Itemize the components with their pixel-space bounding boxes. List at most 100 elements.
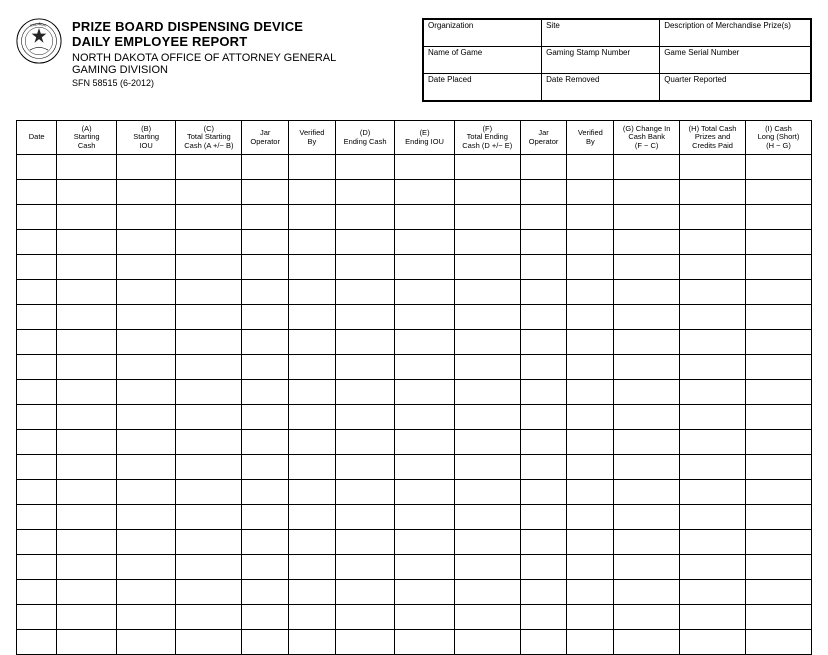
table-cell[interactable] bbox=[614, 405, 680, 430]
table-cell[interactable] bbox=[746, 530, 812, 555]
table-cell[interactable] bbox=[176, 355, 242, 380]
table-cell[interactable] bbox=[567, 530, 614, 555]
table-cell[interactable] bbox=[680, 330, 746, 355]
table-cell[interactable] bbox=[680, 580, 746, 605]
table-cell[interactable] bbox=[680, 555, 746, 580]
table-cell[interactable] bbox=[520, 280, 567, 305]
table-cell[interactable] bbox=[567, 355, 614, 380]
table-cell[interactable] bbox=[614, 480, 680, 505]
table-cell[interactable] bbox=[614, 230, 680, 255]
table-cell[interactable] bbox=[116, 455, 176, 480]
table-cell[interactable] bbox=[395, 555, 455, 580]
table-cell[interactable] bbox=[520, 555, 567, 580]
table-cell[interactable] bbox=[454, 555, 520, 580]
table-cell[interactable] bbox=[176, 530, 242, 555]
table-cell[interactable] bbox=[176, 230, 242, 255]
table-cell[interactable] bbox=[335, 180, 395, 205]
table-cell[interactable] bbox=[17, 280, 57, 305]
table-cell[interactable] bbox=[454, 380, 520, 405]
table-cell[interactable] bbox=[520, 380, 567, 405]
table-cell[interactable] bbox=[289, 405, 336, 430]
table-cell[interactable] bbox=[242, 255, 289, 280]
table-cell[interactable] bbox=[335, 480, 395, 505]
table-cell[interactable] bbox=[176, 455, 242, 480]
table-cell[interactable] bbox=[454, 255, 520, 280]
table-cell[interactable] bbox=[176, 155, 242, 180]
table-cell[interactable] bbox=[395, 630, 455, 655]
table-cell[interactable] bbox=[395, 480, 455, 505]
table-cell[interactable] bbox=[289, 505, 336, 530]
table-cell[interactable] bbox=[520, 605, 567, 630]
table-cell[interactable] bbox=[57, 480, 117, 505]
table-cell[interactable] bbox=[116, 530, 176, 555]
table-cell[interactable] bbox=[395, 580, 455, 605]
table-cell[interactable] bbox=[57, 205, 117, 230]
table-cell[interactable] bbox=[454, 530, 520, 555]
table-cell[interactable] bbox=[17, 630, 57, 655]
table-cell[interactable] bbox=[57, 330, 117, 355]
table-cell[interactable] bbox=[520, 255, 567, 280]
table-cell[interactable] bbox=[57, 405, 117, 430]
table-cell[interactable] bbox=[680, 205, 746, 230]
table-cell[interactable] bbox=[242, 305, 289, 330]
table-cell[interactable] bbox=[17, 155, 57, 180]
table-cell[interactable] bbox=[520, 405, 567, 430]
table-cell[interactable] bbox=[454, 455, 520, 480]
table-cell[interactable] bbox=[17, 355, 57, 380]
table-cell[interactable] bbox=[680, 280, 746, 305]
table-cell[interactable] bbox=[520, 305, 567, 330]
table-cell[interactable] bbox=[614, 155, 680, 180]
table-cell[interactable] bbox=[520, 155, 567, 180]
table-cell[interactable] bbox=[520, 355, 567, 380]
table-cell[interactable] bbox=[17, 180, 57, 205]
table-cell[interactable] bbox=[395, 455, 455, 480]
table-cell[interactable] bbox=[680, 455, 746, 480]
table-cell[interactable] bbox=[289, 630, 336, 655]
table-cell[interactable] bbox=[289, 330, 336, 355]
table-cell[interactable] bbox=[614, 605, 680, 630]
table-cell[interactable] bbox=[57, 155, 117, 180]
table-cell[interactable] bbox=[242, 480, 289, 505]
table-cell[interactable] bbox=[520, 530, 567, 555]
info-cell-serial-number[interactable]: Game Serial Number bbox=[659, 47, 810, 73]
table-cell[interactable] bbox=[176, 330, 242, 355]
table-cell[interactable] bbox=[57, 230, 117, 255]
table-cell[interactable] bbox=[335, 305, 395, 330]
table-cell[interactable] bbox=[454, 180, 520, 205]
table-cell[interactable] bbox=[116, 280, 176, 305]
table-cell[interactable] bbox=[17, 230, 57, 255]
table-cell[interactable] bbox=[17, 205, 57, 230]
table-cell[interactable] bbox=[242, 355, 289, 380]
table-cell[interactable] bbox=[567, 605, 614, 630]
table-cell[interactable] bbox=[395, 355, 455, 380]
table-cell[interactable] bbox=[17, 380, 57, 405]
table-cell[interactable] bbox=[567, 155, 614, 180]
table-cell[interactable] bbox=[116, 205, 176, 230]
table-cell[interactable] bbox=[176, 480, 242, 505]
table-cell[interactable] bbox=[242, 280, 289, 305]
table-cell[interactable] bbox=[614, 530, 680, 555]
table-cell[interactable] bbox=[335, 205, 395, 230]
table-cell[interactable] bbox=[454, 305, 520, 330]
table-cell[interactable] bbox=[242, 155, 289, 180]
table-cell[interactable] bbox=[176, 180, 242, 205]
table-cell[interactable] bbox=[520, 580, 567, 605]
table-cell[interactable] bbox=[57, 580, 117, 605]
table-cell[interactable] bbox=[520, 330, 567, 355]
info-cell-quarter[interactable]: Quarter Reported bbox=[659, 74, 810, 100]
table-cell[interactable] bbox=[746, 430, 812, 455]
table-cell[interactable] bbox=[176, 255, 242, 280]
table-cell[interactable] bbox=[17, 405, 57, 430]
table-cell[interactable] bbox=[680, 380, 746, 405]
table-cell[interactable] bbox=[242, 205, 289, 230]
table-cell[interactable] bbox=[17, 580, 57, 605]
table-cell[interactable] bbox=[116, 555, 176, 580]
table-cell[interactable] bbox=[116, 305, 176, 330]
table-cell[interactable] bbox=[746, 280, 812, 305]
table-cell[interactable] bbox=[567, 455, 614, 480]
table-cell[interactable] bbox=[57, 305, 117, 330]
table-cell[interactable] bbox=[567, 380, 614, 405]
table-cell[interactable] bbox=[289, 605, 336, 630]
table-cell[interactable] bbox=[17, 505, 57, 530]
table-cell[interactable] bbox=[242, 505, 289, 530]
